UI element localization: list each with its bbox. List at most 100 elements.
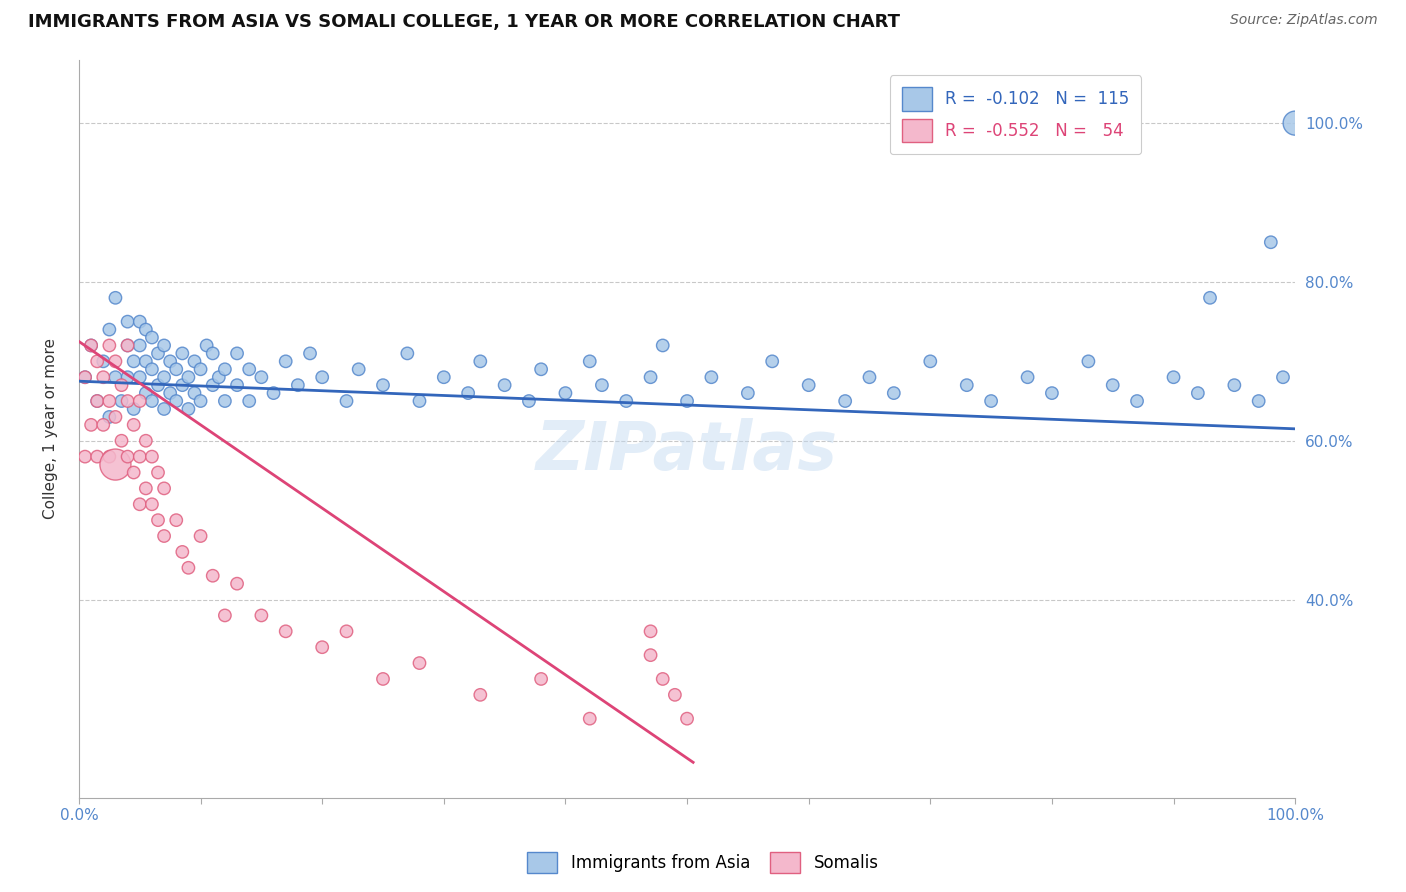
Point [86,450,108,464]
Point [80,417,103,432]
Point [172,346,194,360]
Point [311,370,333,384]
Point [110,394,132,409]
Point [214,362,236,376]
Point [153,529,176,543]
Point [287,378,309,392]
Point [190,529,212,543]
Point [1017,370,1039,384]
Point [117,370,139,384]
Point [676,712,699,726]
Point [834,394,856,409]
Point [226,576,249,591]
Point [226,378,249,392]
Point [554,386,576,401]
Point [858,370,880,384]
Point [700,370,723,384]
Legend: Immigrants from Asia, Somalis: Immigrants from Asia, Somalis [520,846,886,880]
Point [98,450,121,464]
Point [530,672,553,686]
Point [104,458,127,472]
Point [73,370,96,384]
Point [311,640,333,655]
Point [1247,394,1270,409]
Point [73,450,96,464]
Point [128,394,150,409]
Point [98,322,121,336]
Point [177,370,200,384]
Point [396,346,419,360]
Point [98,338,121,352]
Point [226,346,249,360]
Point [122,354,145,368]
Point [433,370,456,384]
Point [141,450,163,464]
Point [920,354,942,368]
Point [91,370,114,384]
Point [128,338,150,352]
Point [117,394,139,409]
Point [159,354,181,368]
Point [122,466,145,480]
Point [238,394,260,409]
Point [146,466,169,480]
Point [335,624,357,639]
Point [165,513,187,527]
Point [651,672,673,686]
Point [274,354,297,368]
Point [117,338,139,352]
Point [591,378,613,392]
Point [146,378,169,392]
Point [128,370,150,384]
Point [614,394,637,409]
Text: Source: ZipAtlas.com: Source: ZipAtlas.com [1230,13,1378,28]
Point [141,330,163,344]
Point [172,545,194,559]
Point [640,648,662,662]
Point [153,338,176,352]
Y-axis label: College, 1 year or more: College, 1 year or more [44,338,58,519]
Point [640,624,662,639]
Point [183,354,205,368]
Point [214,394,236,409]
Point [263,386,285,401]
Point [956,378,979,392]
Point [1126,394,1149,409]
Point [408,656,430,670]
Point [1272,370,1295,384]
Point [141,394,163,409]
Point [208,370,231,384]
Point [190,362,212,376]
Point [640,370,662,384]
Point [371,672,394,686]
Point [110,378,132,392]
Point [165,362,187,376]
Point [146,513,169,527]
Point [86,394,108,409]
Point [117,450,139,464]
Point [135,482,157,496]
Point [135,386,157,401]
Point [1199,291,1222,305]
Point [578,354,600,368]
Point [135,322,157,336]
Point [651,338,673,352]
Point [214,608,236,623]
Point [122,417,145,432]
Point [274,624,297,639]
Point [470,354,492,368]
Point [195,338,218,352]
Point [80,338,103,352]
Point [578,712,600,726]
Point [91,417,114,432]
Point [1101,378,1123,392]
Point [117,338,139,352]
Point [122,401,145,416]
Point [153,401,176,416]
Point [1187,386,1209,401]
Point [172,378,194,392]
Point [190,394,212,409]
Point [201,378,224,392]
Point [98,394,121,409]
Point [98,409,121,424]
